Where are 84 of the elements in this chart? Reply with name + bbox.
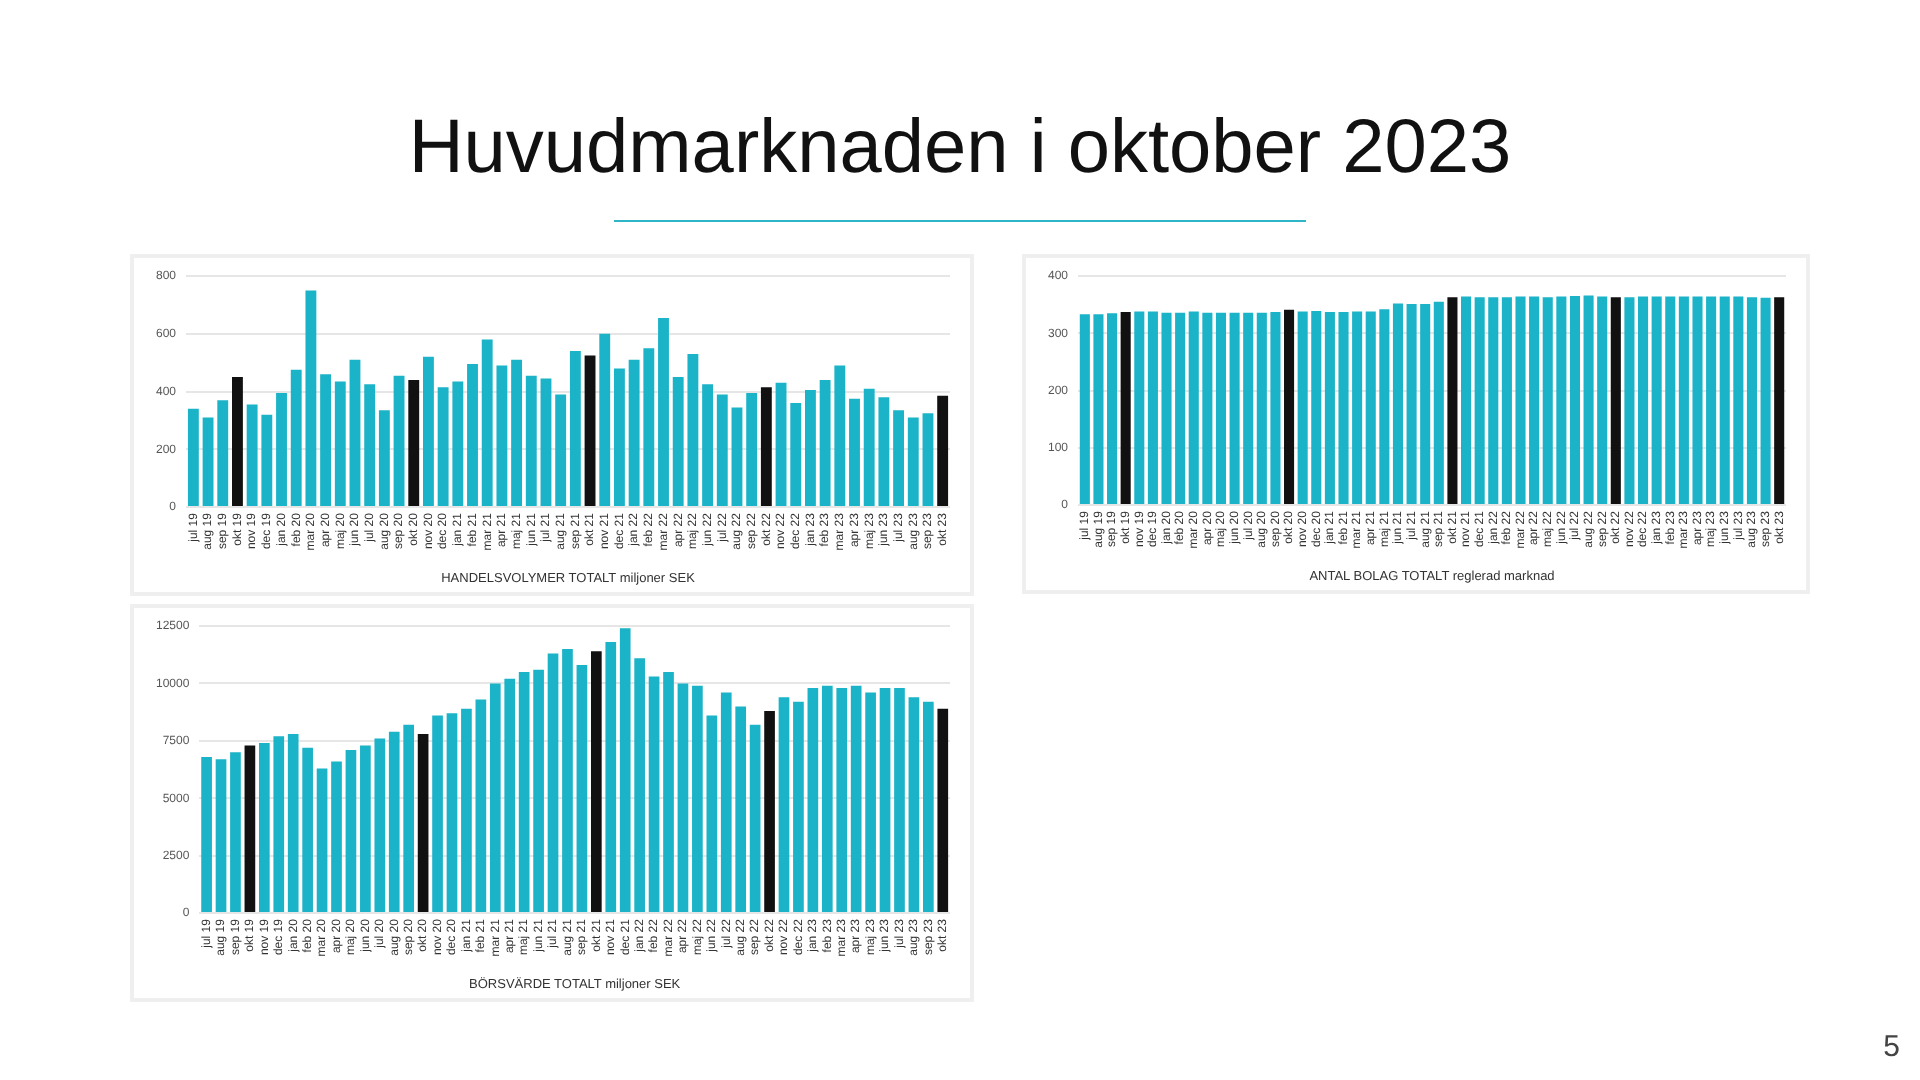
bar: [1392, 303, 1404, 505]
bar: [1746, 297, 1757, 505]
bar: [614, 368, 625, 507]
bar: [417, 733, 429, 913]
bar: [244, 745, 256, 913]
bar: [907, 417, 919, 507]
bar: [1760, 297, 1771, 505]
bar: [879, 688, 891, 913]
bar: [446, 713, 458, 913]
bar: [511, 359, 523, 507]
bar: [201, 756, 212, 913]
bar: [232, 377, 243, 507]
bar: [716, 394, 728, 507]
bar: [461, 708, 472, 913]
bar: [1120, 312, 1131, 505]
bar: [775, 382, 787, 507]
bar: [584, 355, 596, 507]
bar: [804, 390, 816, 507]
bar: [849, 398, 860, 507]
bar: [393, 375, 405, 507]
bar: [475, 699, 487, 913]
bar: [1447, 297, 1458, 505]
bar: [677, 683, 689, 913]
bar: [746, 392, 758, 507]
bar: [663, 671, 674, 913]
bar: [555, 394, 567, 507]
bar: [1461, 296, 1472, 505]
bar: [1774, 297, 1785, 505]
bar: [408, 379, 420, 507]
bar: [1433, 301, 1444, 505]
bar: [908, 697, 920, 913]
bar: [576, 665, 588, 913]
bar: [937, 395, 949, 507]
bar: [1215, 312, 1227, 505]
bar: [345, 750, 357, 913]
bar: [569, 351, 581, 507]
bar: [605, 642, 617, 913]
text: 5: [1883, 1030, 1900, 1064]
bar: [1569, 296, 1581, 505]
bar: [778, 697, 790, 913]
bar: [316, 768, 328, 913]
bar: [525, 375, 537, 507]
bar: [562, 648, 573, 913]
bar: [215, 759, 227, 913]
bar: [937, 708, 949, 913]
bar: [894, 688, 905, 913]
bar: [547, 653, 559, 913]
bar: [202, 417, 214, 507]
bar: [334, 381, 346, 507]
bar: [658, 317, 669, 507]
bar: [423, 356, 434, 507]
bar: [648, 676, 660, 913]
bar: [276, 392, 287, 507]
bar: [217, 400, 229, 507]
bar: [923, 701, 934, 913]
bar: [432, 715, 443, 913]
bar: [1610, 297, 1621, 505]
bar: [331, 761, 342, 913]
bar: [599, 333, 611, 507]
text: Huvudmarknaden i oktober 2023: [406, 104, 1514, 192]
bar: [790, 403, 802, 507]
bar: [893, 410, 905, 507]
bar: [540, 378, 552, 507]
bar: [378, 410, 390, 507]
bar: [467, 364, 478, 507]
bar: [731, 407, 743, 507]
bar: [591, 651, 602, 913]
bar: [320, 374, 332, 507]
bar: [702, 384, 714, 507]
bar: [364, 384, 376, 507]
bar: [349, 359, 361, 507]
bar: [1284, 309, 1295, 505]
bar: [749, 724, 761, 913]
bar: [760, 387, 772, 507]
bar: [187, 408, 199, 507]
bar: [230, 752, 241, 913]
bar: [807, 688, 819, 913]
bar: [1638, 296, 1649, 505]
bar: [1624, 297, 1635, 505]
bar: [793, 701, 804, 913]
bar: [922, 413, 934, 507]
bar: [1107, 313, 1118, 505]
bar: [764, 710, 775, 913]
bar: [1134, 311, 1145, 505]
